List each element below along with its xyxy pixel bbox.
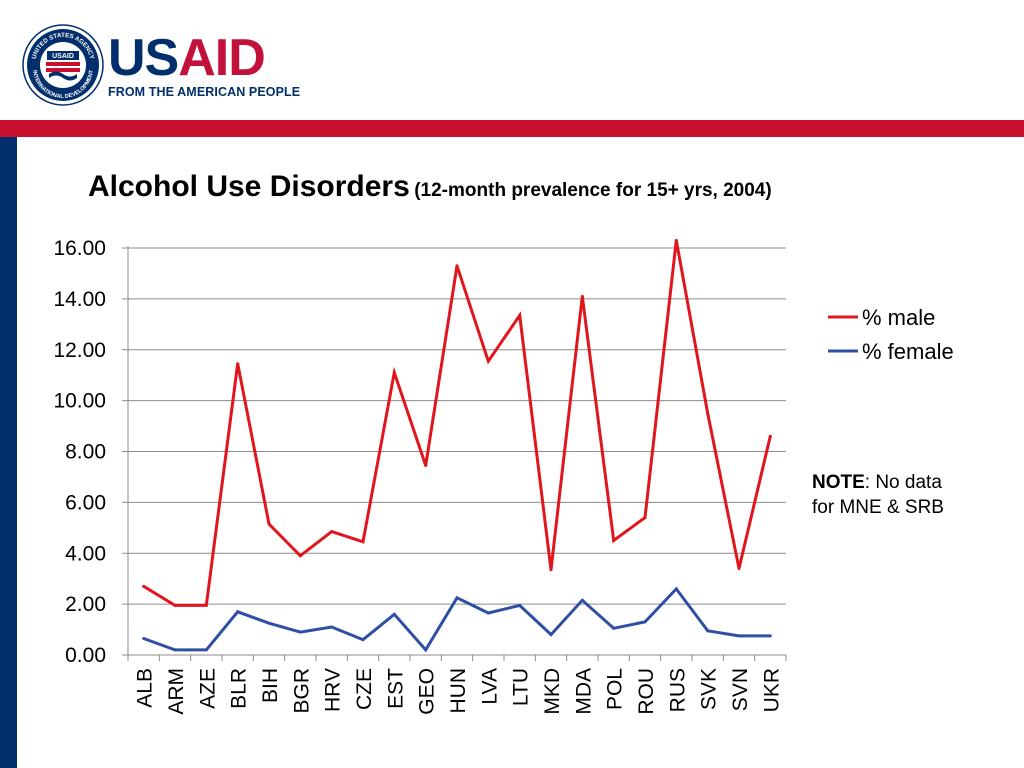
- data-point-female: [643, 620, 647, 624]
- note: NOTE: No data for MNE & SRB: [812, 470, 944, 520]
- wordmark-aid: AID: [178, 29, 266, 87]
- data-point-female: [361, 638, 365, 642]
- x-tick-label: CZE: [353, 668, 376, 710]
- y-tick-label: 6.00: [65, 491, 106, 514]
- data-point-male: [455, 264, 459, 268]
- title-main: Alcohol Use Disorders: [88, 170, 410, 203]
- x-tick-label: LVA: [478, 668, 501, 705]
- y-tick-label: 16.00: [53, 237, 106, 260]
- data-point-female: [486, 611, 490, 615]
- data-point-male: [612, 539, 616, 543]
- data-point-female: [674, 587, 678, 591]
- data-point-female: [706, 629, 710, 633]
- x-tick-label: SVK: [698, 668, 721, 710]
- x-tick-label: BLR: [228, 668, 251, 709]
- legend-label-female: % female: [862, 339, 954, 364]
- data-point-male: [142, 584, 146, 588]
- left-blue-bar: [0, 137, 17, 768]
- data-point-male: [236, 362, 240, 366]
- data-point-female: [142, 636, 146, 640]
- x-tick-label: MKD: [541, 668, 564, 715]
- data-point-male: [737, 567, 741, 571]
- data-point-female: [455, 596, 459, 600]
- usaid-seal-icon: UNITED STATES AGENCY INTERNATIONAL DEVEL…: [22, 24, 104, 106]
- red-band: [0, 120, 1024, 137]
- data-point-female: [549, 633, 553, 637]
- data-point-male: [486, 359, 490, 363]
- y-tick-label: 8.00: [65, 441, 106, 464]
- data-point-female: [737, 634, 741, 638]
- note-line2: for MNE & SRB: [812, 497, 944, 518]
- data-point-male: [643, 516, 647, 520]
- data-point-male: [580, 294, 584, 298]
- x-tick-label: GEO: [416, 668, 439, 715]
- y-tick-label: 14.00: [53, 288, 106, 311]
- note-text: : No data: [864, 472, 942, 493]
- data-point-male: [768, 434, 772, 438]
- data-point-male: [298, 554, 302, 558]
- x-tick-label: HRV: [322, 668, 345, 712]
- x-tick-label: BIH: [259, 668, 282, 703]
- y-tick-label: 2.00: [65, 593, 106, 616]
- data-point-female: [330, 625, 334, 629]
- data-point-female: [392, 612, 396, 616]
- x-tick-label: EST: [384, 668, 407, 709]
- data-point-female: [424, 648, 428, 652]
- x-tick-label: ALB: [134, 668, 157, 708]
- y-tick-label: 10.00: [53, 390, 106, 413]
- x-tick-label: ROU: [635, 668, 658, 715]
- usaid-wordmark: USAID FROM THE AMERICAN PEOPLE: [108, 32, 300, 99]
- data-point-female: [612, 626, 616, 630]
- data-point-male: [549, 568, 553, 572]
- x-tick-label: HUN: [447, 668, 470, 714]
- data-point-female: [236, 610, 240, 614]
- header: UNITED STATES AGENCY INTERNATIONAL DEVEL…: [0, 0, 1024, 120]
- data-point-male: [330, 530, 334, 534]
- series-line-male: [142, 240, 772, 607]
- data-point-male: [518, 313, 522, 317]
- legend-label-male: % male: [862, 305, 935, 330]
- x-tick-label: ARM: [165, 668, 188, 715]
- x-tick-label: AZE: [196, 668, 219, 709]
- data-point-male: [173, 603, 177, 607]
- x-tick-label: BGR: [290, 668, 313, 714]
- note-label: NOTE: [812, 472, 865, 493]
- x-tick-label: RUS: [666, 668, 689, 712]
- data-point-female: [298, 630, 302, 634]
- data-point-female: [768, 634, 772, 638]
- x-tick-label: UKR: [760, 668, 783, 712]
- y-tick-label: 4.00: [65, 542, 106, 565]
- x-tick-label: POL: [604, 668, 627, 710]
- x-tick-label: MDA: [572, 668, 595, 715]
- y-tick-label: 0.00: [65, 644, 106, 667]
- tagline: FROM THE AMERICAN PEOPLE: [108, 85, 301, 99]
- x-tick-label: LTU: [510, 668, 533, 706]
- svg-text:USAID: USAID: [52, 53, 74, 60]
- data-point-male: [674, 238, 678, 242]
- y-tick-label: 12.00: [53, 339, 106, 362]
- slide-title: Alcohol Use Disorders (12-month prevalen…: [88, 170, 772, 204]
- data-point-male: [392, 371, 396, 375]
- data-point-male: [361, 540, 365, 544]
- data-point-female: [267, 621, 271, 625]
- data-point-male: [706, 411, 710, 415]
- data-point-female: [580, 598, 584, 602]
- data-point-male: [267, 522, 271, 526]
- wordmark-us: US: [108, 29, 179, 87]
- x-tick-label: SVN: [729, 668, 752, 711]
- data-point-male: [204, 603, 208, 607]
- title-subtitle: (12-month prevalence for 15+ yrs, 2004): [414, 180, 772, 201]
- data-point-female: [204, 648, 208, 652]
- data-point-female: [518, 603, 522, 607]
- data-point-female: [173, 648, 177, 652]
- data-point-male: [424, 463, 428, 467]
